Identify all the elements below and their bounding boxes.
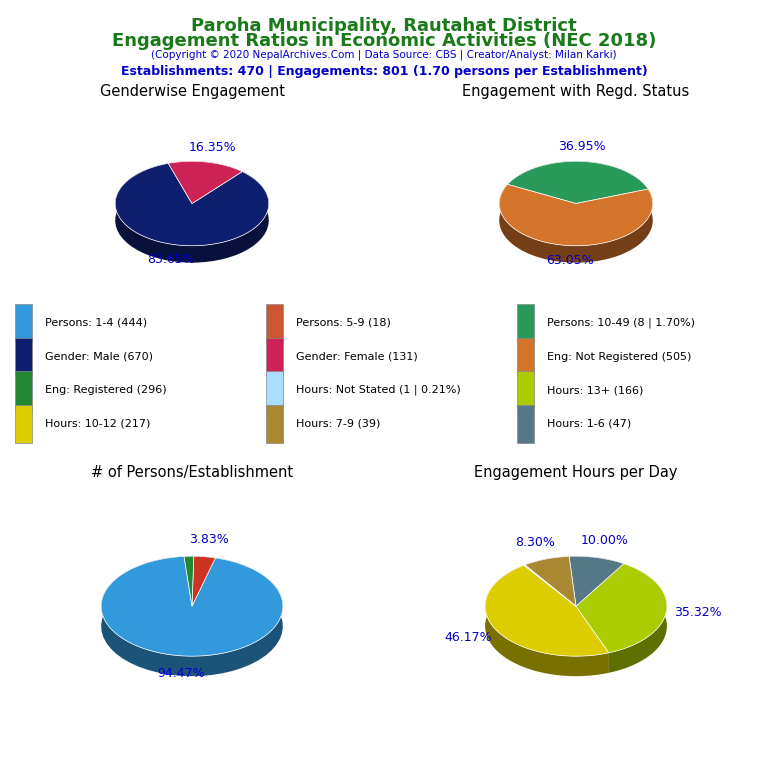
- Polygon shape: [194, 556, 215, 578]
- Text: 63.05%: 63.05%: [546, 254, 594, 267]
- Polygon shape: [508, 161, 648, 206]
- Text: (Copyright © 2020 NepalArchives.Com | Data Source: CBS | Creator/Analyst: Milan : (Copyright © 2020 NepalArchives.Com | Da…: [151, 50, 617, 61]
- Polygon shape: [115, 164, 269, 263]
- Polygon shape: [576, 564, 667, 653]
- FancyBboxPatch shape: [266, 338, 283, 376]
- Polygon shape: [525, 556, 569, 585]
- Polygon shape: [569, 556, 624, 606]
- Text: Engagement Ratios in Economic Activities (NEC 2018): Engagement Ratios in Economic Activities…: [112, 32, 656, 50]
- Text: Eng: Registered (296): Eng: Registered (296): [45, 385, 167, 396]
- Polygon shape: [192, 556, 215, 606]
- Text: Eng: Not Registered (505): Eng: Not Registered (505): [547, 352, 691, 362]
- Text: Hours: 7-9 (39): Hours: 7-9 (39): [296, 419, 381, 429]
- Text: 36.95%: 36.95%: [558, 140, 606, 153]
- Text: Persons: 1-4 (444): Persons: 1-4 (444): [45, 318, 147, 328]
- FancyBboxPatch shape: [517, 405, 534, 442]
- FancyBboxPatch shape: [15, 338, 31, 376]
- FancyBboxPatch shape: [266, 372, 283, 409]
- Polygon shape: [569, 556, 624, 584]
- Text: 83.65%: 83.65%: [147, 253, 195, 266]
- Polygon shape: [485, 565, 609, 676]
- Text: Engagement Hours per Day: Engagement Hours per Day: [475, 465, 677, 480]
- FancyBboxPatch shape: [15, 405, 31, 442]
- Text: 94.47%: 94.47%: [157, 667, 205, 680]
- Polygon shape: [115, 164, 269, 246]
- Text: 10.00%: 10.00%: [581, 534, 629, 547]
- Text: 16.35%: 16.35%: [189, 141, 237, 154]
- Text: Establishments: 470 | Engagements: 801 (1.70 persons per Establishment): Establishments: 470 | Engagements: 801 (…: [121, 65, 647, 78]
- Polygon shape: [508, 161, 648, 204]
- FancyBboxPatch shape: [15, 372, 31, 409]
- Polygon shape: [101, 556, 283, 676]
- FancyBboxPatch shape: [15, 304, 31, 342]
- Text: Engagement with Regd. Status: Engagement with Regd. Status: [462, 84, 690, 100]
- Polygon shape: [525, 556, 576, 606]
- Text: Hours: 1-6 (47): Hours: 1-6 (47): [547, 419, 631, 429]
- Text: Paroha Municipality, Rautahat District: Paroha Municipality, Rautahat District: [191, 17, 577, 35]
- Text: Gender: Female (131): Gender: Female (131): [296, 352, 418, 362]
- Text: 3.83%: 3.83%: [189, 533, 229, 546]
- FancyBboxPatch shape: [266, 405, 283, 442]
- Text: Hours: Not Stated (1 | 0.21%): Hours: Not Stated (1 | 0.21%): [296, 385, 461, 396]
- Text: Gender: Male (670): Gender: Male (670): [45, 352, 154, 362]
- FancyBboxPatch shape: [266, 304, 283, 342]
- Text: Hours: 10-12 (217): Hours: 10-12 (217): [45, 419, 151, 429]
- Text: Hours: 13+ (166): Hours: 13+ (166): [547, 385, 644, 396]
- Text: Persons: 5-9 (18): Persons: 5-9 (18): [296, 318, 391, 328]
- FancyBboxPatch shape: [517, 338, 534, 376]
- Text: 46.17%: 46.17%: [444, 631, 492, 644]
- Polygon shape: [609, 564, 667, 673]
- Polygon shape: [499, 184, 653, 246]
- Polygon shape: [499, 184, 653, 263]
- Text: # of Persons/Establishment: # of Persons/Establishment: [91, 465, 293, 480]
- FancyBboxPatch shape: [517, 304, 534, 342]
- Polygon shape: [168, 161, 242, 204]
- Polygon shape: [184, 556, 194, 577]
- Polygon shape: [168, 161, 242, 188]
- Text: 35.32%: 35.32%: [674, 606, 722, 619]
- Polygon shape: [524, 565, 576, 606]
- FancyBboxPatch shape: [517, 372, 534, 409]
- Polygon shape: [184, 556, 194, 606]
- Text: 8.30%: 8.30%: [515, 536, 555, 549]
- Text: Genderwise Engagement: Genderwise Engagement: [100, 84, 284, 100]
- Polygon shape: [524, 565, 525, 585]
- Polygon shape: [101, 556, 283, 656]
- Polygon shape: [485, 565, 609, 656]
- Text: Persons: 10-49 (8 | 1.70%): Persons: 10-49 (8 | 1.70%): [547, 318, 695, 328]
